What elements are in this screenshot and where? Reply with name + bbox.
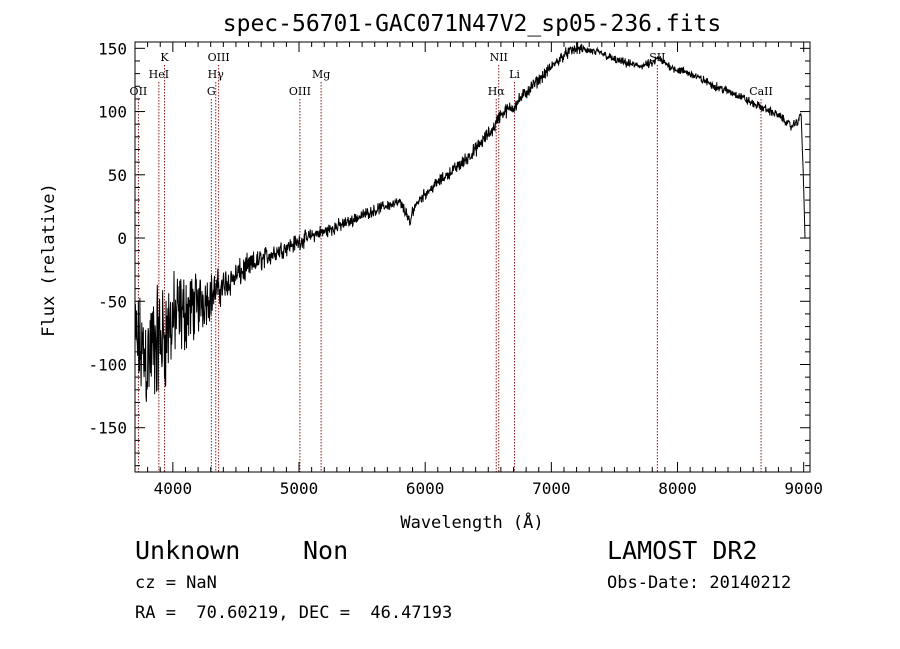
y-tick-label: 150	[98, 39, 127, 58]
y-axis-label: Flux (relative)	[39, 183, 59, 337]
spectral-line-label: Mg	[312, 68, 330, 81]
x-axis-label: Wavelength (Å)	[400, 511, 543, 533]
spectral-line-label: OII	[130, 85, 148, 98]
spectral-line-label: G	[207, 85, 216, 98]
plot-frame	[134, 41, 811, 473]
redshift-readout: cz = NaN	[135, 573, 217, 593]
spectral-line-label: Li	[509, 68, 520, 81]
spectral-line-label: Hγ	[208, 68, 225, 81]
spectral-line-label: OIII	[208, 51, 230, 64]
spectral-line-label: NII	[490, 51, 508, 64]
object-class: Unknown	[135, 536, 241, 565]
survey-name: LAMOST DR2	[607, 536, 758, 565]
y-tick-label: 0	[117, 229, 127, 248]
x-tick-label: 9000	[784, 479, 823, 498]
x-tick-label: 6000	[406, 479, 445, 498]
y-tick-label: -100	[88, 356, 127, 375]
spectral-line-label: OIII	[289, 85, 311, 98]
x-tick-label: 8000	[658, 479, 697, 498]
y-tick-label: 100	[98, 103, 127, 122]
y-tick-label: -150	[88, 419, 127, 438]
y-tick-label: -50	[98, 292, 127, 311]
spectral-line-label: HeI	[149, 68, 169, 81]
x-tick-label: 7000	[532, 479, 571, 498]
spectral-line-label: CaII	[749, 85, 773, 98]
y-tick-label: 50	[108, 166, 127, 185]
chart-title: spec-56701-GAC071N47V2_sp05-236.fits	[223, 11, 722, 37]
plot-axes: 4000 5000 6000 7000 8000 9000 -150 -100 -50 0 50 10…	[88, 39, 822, 498]
object-subclass: Non	[303, 536, 349, 565]
spectrum-series-line	[134, 41, 806, 402]
spectral-line-label: Hα	[488, 85, 506, 98]
x-tick-label: 4000	[154, 479, 193, 498]
coordinates-readout: RA = 70.60219, DEC = 46.47193	[135, 603, 453, 623]
x-tick-label: 5000	[280, 479, 319, 498]
observation-date: Obs-Date: 20140212	[607, 573, 792, 593]
spectral-line-label: K	[160, 51, 169, 64]
